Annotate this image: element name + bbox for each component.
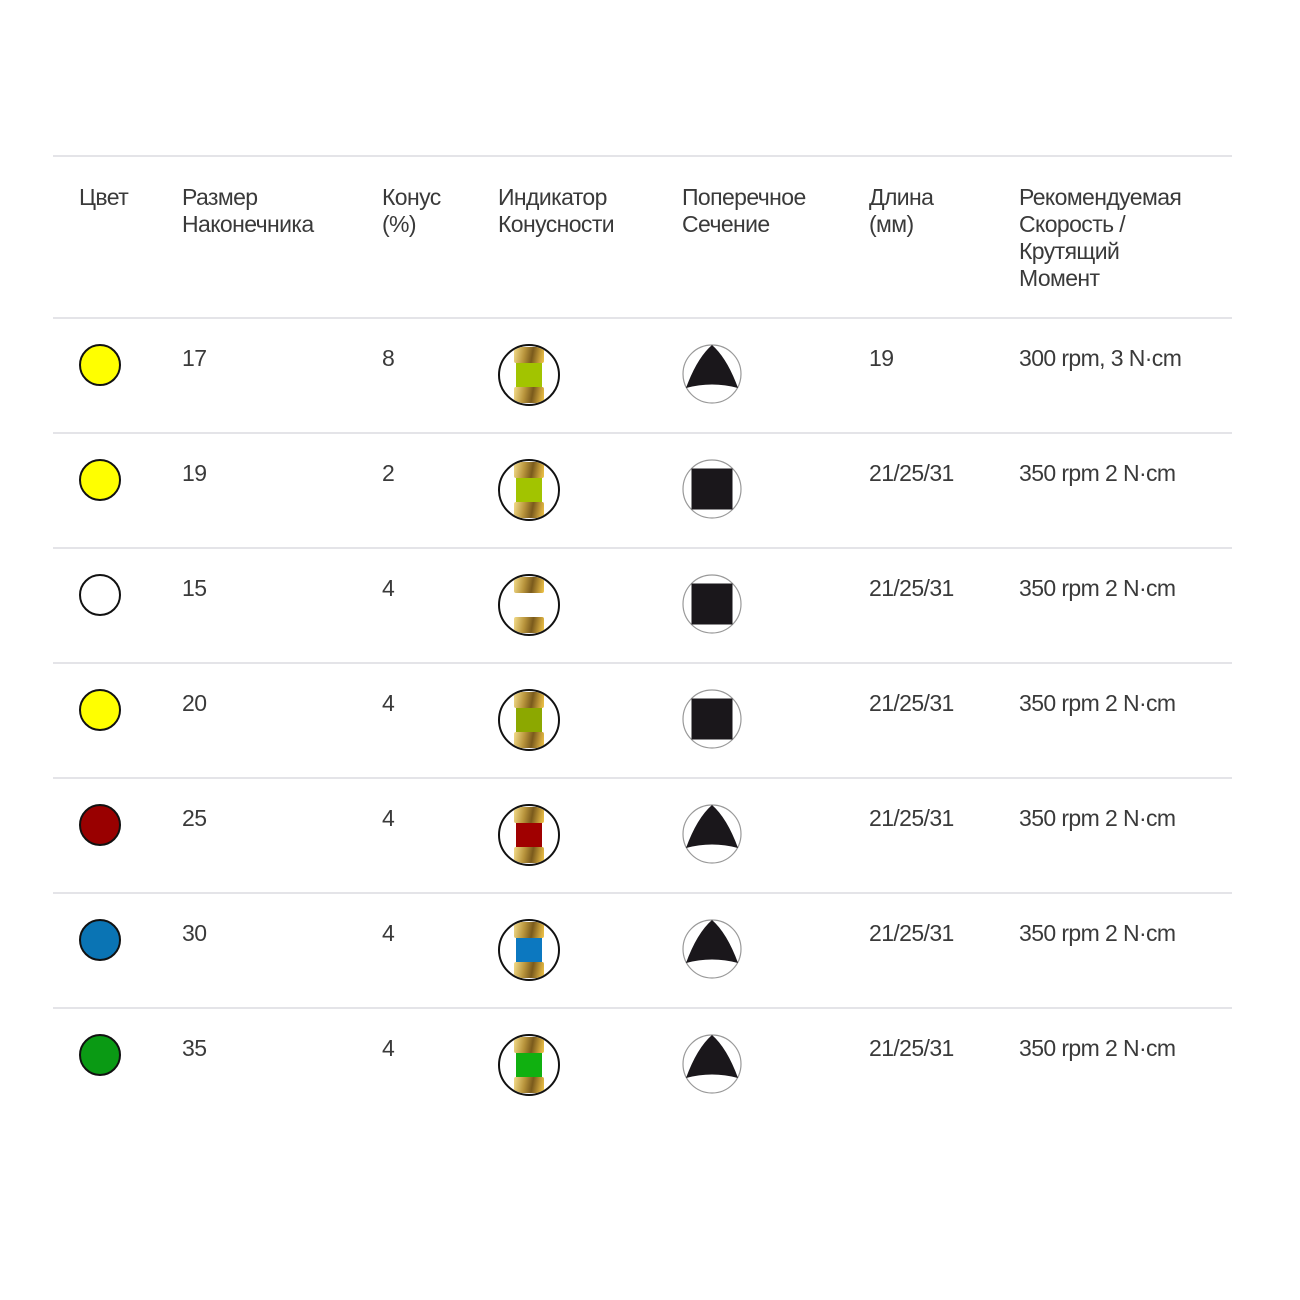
header-label: Размер	[182, 184, 258, 210]
taper-indicator-icon	[498, 1034, 560, 1096]
header-label: Конус	[382, 184, 441, 210]
tip-size-value: 20	[182, 690, 207, 716]
taper-indicator-icon	[498, 919, 560, 981]
square-cross-section-icon	[682, 689, 742, 749]
taper-indicator-icon	[498, 804, 560, 866]
header-label: Цвет	[79, 184, 129, 210]
header-label: Индикатор	[498, 184, 607, 210]
speed-torque-value: 350 rpm 2 N·cm	[1019, 690, 1176, 716]
tip-size-value: 15	[182, 575, 207, 601]
header-label: Сечение	[682, 211, 770, 237]
triangle-cross-section-icon	[682, 1034, 742, 1094]
header-color: Цвет	[79, 184, 129, 211]
file-spec-table: Цвет Размер Наконечника Конус (%) Индикатор Ко…	[53, 155, 1232, 1122]
header-label: Наконечника	[182, 211, 314, 237]
color-swatch-icon	[79, 689, 121, 731]
taper-value: 4	[382, 690, 395, 716]
table-row: 25 4 21/25/31 350 rpm 2 N·cm	[53, 777, 1232, 892]
color-swatch-icon	[79, 1034, 121, 1076]
table-row: 17 8 19 300 rpm, 3 N·cm	[53, 317, 1232, 432]
speed-torque-value: 350 rpm 2 N·cm	[1019, 575, 1176, 601]
header-label: Момент	[1019, 265, 1100, 291]
color-swatch-icon	[79, 919, 121, 961]
table-row: 30 4 21/25/31 350 rpm 2 N·cm	[53, 892, 1232, 1007]
length-value: 21/25/31	[869, 690, 954, 716]
header-taper: Конус (%)	[382, 184, 441, 238]
table-row: 20 4 21/25/31 350 rpm 2 N·cm	[53, 662, 1232, 777]
header-label: Длина	[869, 184, 934, 210]
speed-torque-value: 350 rpm 2 N·cm	[1019, 805, 1176, 831]
triangle-cross-section-icon	[682, 344, 742, 404]
header-length: Длина (мм)	[869, 184, 934, 238]
tip-size-value: 17	[182, 345, 207, 371]
speed-torque-value: 350 rpm 2 N·cm	[1019, 920, 1176, 946]
header-cross-section: Поперечное Сечение	[682, 184, 806, 238]
tip-size-value: 30	[182, 920, 207, 946]
taper-value: 8	[382, 345, 395, 371]
length-value: 21/25/31	[869, 1035, 954, 1061]
taper-indicator-icon	[498, 459, 560, 521]
table-row: 35 4 21/25/31 350 rpm 2 N·cm	[53, 1007, 1232, 1122]
header-label: Рекомендуемая	[1019, 184, 1182, 210]
length-value: 21/25/31	[869, 460, 954, 486]
header-label: Поперечное	[682, 184, 806, 210]
speed-torque-value: 350 rpm 2 N·cm	[1019, 460, 1176, 486]
length-value: 21/25/31	[869, 805, 954, 831]
color-swatch-icon	[79, 574, 121, 616]
header-speed-torque: Рекомендуемая Скорость / Крутящий Момент	[1019, 184, 1182, 292]
taper-value: 4	[382, 1035, 395, 1061]
table-row: 15 4 21/25/31 350 rpm 2 N·cm	[53, 547, 1232, 662]
header-label: (%)	[382, 211, 417, 237]
taper-value: 2	[382, 460, 395, 486]
color-swatch-icon	[79, 804, 121, 846]
table-header: Цвет Размер Наконечника Конус (%) Индикатор Ко…	[53, 155, 1232, 317]
triangle-cross-section-icon	[682, 919, 742, 979]
tip-size-value: 25	[182, 805, 207, 831]
color-swatch-icon	[79, 344, 121, 386]
header-label: Крутящий	[1019, 238, 1120, 264]
color-swatch-icon	[79, 459, 121, 501]
taper-value: 4	[382, 805, 395, 831]
table-row: 19 2 21/25/31 350 rpm 2 N·cm	[53, 432, 1232, 547]
tip-size-value: 35	[182, 1035, 207, 1061]
taper-indicator-icon	[498, 689, 560, 751]
taper-value: 4	[382, 575, 395, 601]
speed-torque-value: 350 rpm 2 N·cm	[1019, 1035, 1176, 1061]
header-label: (мм)	[869, 211, 914, 237]
square-cross-section-icon	[682, 574, 742, 634]
header-taper-indicator: Индикатор Конусности	[498, 184, 615, 238]
triangle-cross-section-icon	[682, 804, 742, 864]
speed-torque-value: 300 rpm, 3 N·cm	[1019, 345, 1182, 371]
length-value: 21/25/31	[869, 575, 954, 601]
taper-indicator-icon	[498, 344, 560, 406]
header-label: Конусности	[498, 211, 615, 237]
table-body: 17 8 19 300 rpm, 3 N·cm 19 2 21/25/31 350 rpm 2…	[53, 317, 1232, 1122]
header-tip-size: Размер Наконечника	[182, 184, 314, 238]
tip-size-value: 19	[182, 460, 207, 486]
taper-indicator-icon	[498, 574, 560, 636]
square-cross-section-icon	[682, 459, 742, 519]
length-value: 19	[869, 345, 894, 371]
header-label: Скорость /	[1019, 211, 1126, 237]
taper-value: 4	[382, 920, 395, 946]
length-value: 21/25/31	[869, 920, 954, 946]
